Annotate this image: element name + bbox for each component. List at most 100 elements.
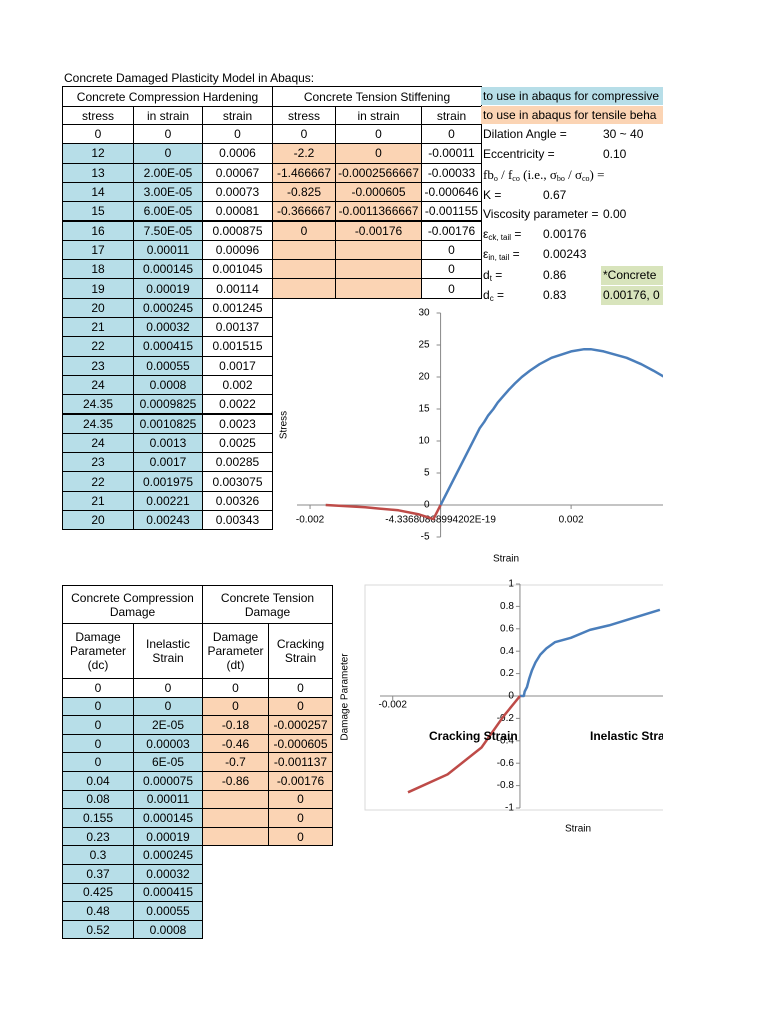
y-tick-label: -1	[505, 803, 514, 814]
table-cell: -0.00011	[421, 143, 482, 164]
parameter-label: Dilation Angle =	[483, 125, 567, 143]
table-cell: 0.425	[62, 882, 134, 903]
table-cell: -0.00176	[421, 220, 482, 241]
label-text: Viscosity parameter =	[483, 207, 599, 221]
parameter-label: K =	[483, 186, 501, 204]
y-tick-label: -5	[421, 532, 430, 543]
y-tick-label: 0.2	[500, 668, 514, 679]
table-cell: 0.000415	[133, 336, 203, 357]
table-cell: 0.000245	[133, 845, 203, 865]
table-cell: 24.35	[62, 413, 134, 434]
table-cell: 0.00032	[133, 864, 203, 884]
table-cell: 20	[62, 510, 134, 531]
x-tick-label: -0.002	[379, 700, 408, 711]
y-tick-label: 0	[508, 691, 514, 702]
note-tensile: to use in abaqus for tensile beha	[481, 106, 663, 124]
table-cell: 0.00073	[202, 181, 273, 203]
table-cell: -0.000646	[421, 181, 482, 203]
sheet-title: Concrete Damaged Plasticity Model in Aba…	[64, 71, 315, 85]
x-tick-label: 0.002	[559, 515, 584, 526]
parameter-value: 30 ~ 40	[603, 127, 644, 141]
table-cell: 0.00343	[202, 510, 273, 531]
table-cell: 0.00055	[133, 355, 203, 376]
label-subscript: o	[493, 174, 498, 183]
label-subscript: in, tail	[488, 253, 510, 262]
table-cell: -0.00176	[335, 220, 422, 241]
label-subscript: co	[512, 174, 520, 183]
y-tick-label: 15	[418, 404, 430, 415]
y-tick-label: 20	[418, 372, 430, 383]
parameter-label: dt =	[483, 266, 502, 284]
table-group-header: Concrete Tension Damage	[202, 585, 333, 624]
x-axis-label: Strain	[493, 554, 519, 565]
table-cell: -0.000605	[335, 181, 422, 203]
label-text: =	[491, 268, 503, 282]
parameter-label: Eccentricity =	[483, 145, 555, 163]
table-cell: -0.18	[202, 715, 269, 735]
table-cell: 0.0022	[202, 394, 273, 415]
table-cell: 0.52	[62, 919, 134, 940]
table-cell: 0	[268, 826, 333, 847]
label-text: =	[509, 247, 520, 261]
table-cell: -0.000257	[268, 715, 333, 735]
table-cell: 0.0008	[133, 374, 203, 396]
y-tick-label: 25	[418, 340, 430, 351]
label-text: K =	[483, 188, 502, 202]
y-tick-label: -0.8	[497, 780, 515, 791]
table-cell: -0.0002566667	[335, 162, 422, 183]
table-cell: 0.00019	[133, 278, 203, 299]
table-cell: -0.825	[272, 181, 336, 203]
x-axis-label: Strain	[565, 824, 591, 835]
y-tick-label: -0.2	[497, 713, 515, 724]
parameter-label: εin, tail =	[483, 245, 520, 263]
table-cell: 0.00081	[202, 201, 273, 222]
table-header: stress	[272, 106, 336, 125]
table-cell: -2.2	[272, 143, 336, 164]
x-tick-label: -0.002	[296, 515, 325, 526]
parameter-value: 0.67	[543, 188, 567, 202]
y-tick-label: 0	[424, 500, 430, 511]
parameter-label: fbo / fco (i.e., σbo / σco) =	[483, 166, 604, 184]
label-text: ) =	[589, 167, 605, 182]
y-tick-label: -0.6	[497, 758, 515, 769]
label-text: =	[493, 288, 505, 302]
table-cell: 0.0006	[202, 143, 273, 164]
table-cell: -0.00033	[421, 162, 482, 183]
parameter-label: εck, tail =	[483, 225, 521, 243]
y-axis-label: Stress	[279, 411, 290, 439]
parameter-label: dc =	[483, 286, 504, 304]
remark: 0.00176, 0	[601, 286, 663, 305]
label-text: / σ	[564, 167, 582, 182]
y-tick-label: 30	[418, 308, 430, 319]
parameter-value: 0.00243	[543, 247, 587, 261]
label-text: Dilation Angle =	[483, 127, 567, 141]
sheet-area: Concrete Damaged Plasticity Model in Aba…	[62, 71, 663, 940]
label-subscript: t	[489, 274, 492, 283]
parameter-label: Viscosity parameter =	[483, 205, 599, 223]
data-line	[439, 347, 663, 506]
table-cell: -0.001155	[421, 201, 482, 222]
label-subscript: ck, tail	[488, 233, 512, 242]
table-cell: 0.001975	[133, 471, 203, 492]
label-text: d	[483, 268, 490, 282]
table-cell: 0.00285	[202, 452, 273, 473]
table-cell: 0.001045	[202, 259, 273, 280]
label-text: d	[483, 288, 490, 302]
label-text: =	[511, 227, 522, 241]
label-text: (i.e., σ	[519, 167, 557, 182]
note-compressive: to use in abaqus for compressive	[481, 87, 663, 105]
table-cell: 0.000145	[133, 259, 203, 280]
chart-frame	[364, 584, 663, 811]
table-cell: 0	[421, 278, 482, 299]
y-tick-label: -0.4	[497, 735, 515, 746]
table-cell: 0.0013	[133, 432, 203, 454]
label-text: Eccentricity =	[483, 147, 555, 161]
label-text: fb	[483, 167, 494, 182]
y-tick-label: 10	[418, 436, 430, 447]
table-cell: 0.0023	[202, 413, 273, 434]
table-cell: 0.0009825	[133, 394, 203, 415]
table-header: Cracking Strain	[268, 623, 333, 679]
annotation: Cracking Strain	[429, 729, 518, 743]
